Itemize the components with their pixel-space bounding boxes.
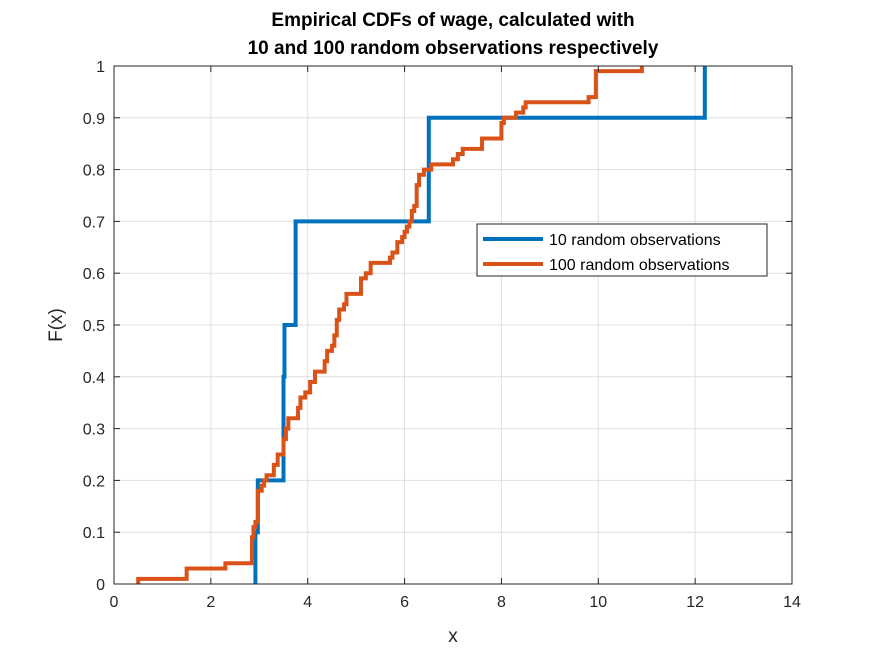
y-tick-label: 0.6 (83, 266, 105, 283)
legend-box (476, 223, 768, 277)
y-tick-label: 0 (96, 577, 105, 594)
tick-marks (113, 65, 793, 585)
y-tick-label: 0.4 (83, 370, 105, 387)
y-tick-label: 0.2 (83, 473, 105, 490)
legend: 10 random observations 100 random observ… (476, 223, 768, 277)
x-tick-label: 12 (686, 594, 704, 611)
y-tick-label: 1 (96, 59, 105, 76)
legend-label-100-observations: 100 random observations (549, 257, 730, 274)
x-tick-label: 10 (589, 594, 607, 611)
x-tick-label: 14 (783, 594, 801, 611)
chart-title: Empirical CDFs of wage, calculated with (271, 10, 634, 31)
series-layer (136, 66, 707, 584)
legend-label-10-observations: 10 random observations (549, 232, 721, 249)
x-tick-label: 6 (400, 594, 409, 611)
y-tick-label: 0.7 (83, 214, 105, 231)
chart-subtitle: 10 and 100 random observations respectiv… (248, 38, 659, 59)
y-tick-label: 0.9 (83, 111, 105, 128)
x-tick-label: 4 (303, 594, 312, 611)
x-tick-label: 2 (206, 594, 215, 611)
y-axis-label: F(x) (46, 308, 67, 342)
x-tick-label: 0 (110, 594, 119, 611)
series-line-100-observations (136, 66, 644, 584)
y-tick-label: 0.3 (83, 422, 105, 439)
x-axis-label: x (448, 626, 458, 647)
y-tick-label: 0.8 (83, 163, 105, 180)
y-tick-label: 0.5 (83, 318, 105, 335)
y-tick-label: 0.1 (83, 525, 105, 542)
x-tick-label: 8 (497, 594, 506, 611)
